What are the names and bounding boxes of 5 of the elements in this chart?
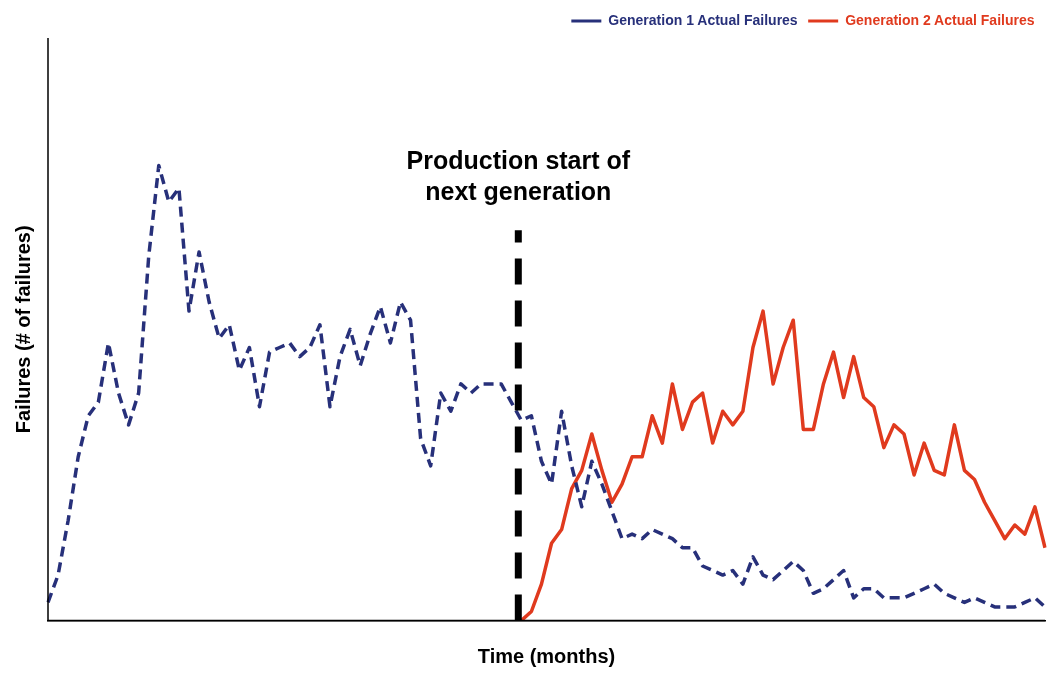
legend-label: Generation 2 Actual Failures [845,11,1035,28]
legend-label: Generation 1 Actual Failures [608,11,798,28]
y-axis-title: Failures (# of failures) [11,225,34,434]
annotation: Production start of next generation [406,146,631,206]
x-axis-title: Time (months) [477,644,616,667]
